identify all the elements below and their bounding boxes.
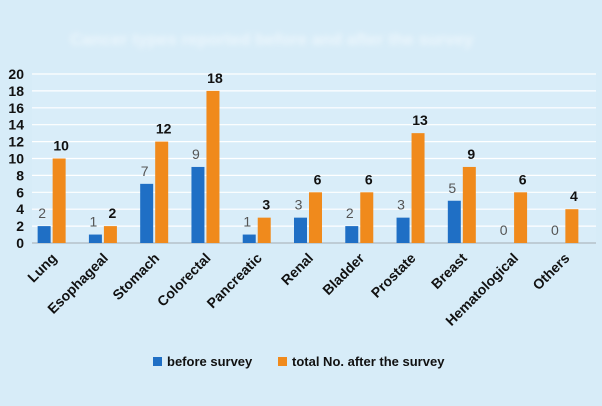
bar-before-bladder bbox=[345, 226, 359, 243]
data-label-before: 5 bbox=[448, 180, 456, 196]
y-tick-label: 8 bbox=[16, 167, 24, 183]
bar-before-pancreatic bbox=[242, 234, 256, 243]
y-tick-label: 0 bbox=[16, 235, 24, 251]
data-label-before: 3 bbox=[397, 197, 405, 213]
y-tick-label: 6 bbox=[16, 184, 24, 200]
y-tick-label: 18 bbox=[8, 83, 24, 99]
data-label-before: 7 bbox=[141, 163, 149, 179]
x-tick-label: Stomach bbox=[109, 250, 162, 303]
bar-before-renal bbox=[294, 217, 307, 243]
legend-swatch-before bbox=[153, 357, 162, 366]
x-tick-label: Bladder bbox=[319, 249, 368, 298]
data-label-after: 3 bbox=[262, 197, 270, 213]
data-label-before: 9 bbox=[192, 146, 200, 162]
data-label-before: 2 bbox=[346, 205, 354, 221]
bar-after-esophageal bbox=[103, 226, 117, 243]
x-tick-label: Breast bbox=[428, 250, 470, 292]
x-tick-label: Prostate bbox=[368, 250, 419, 301]
chart-title: Cancer types reported before and after t… bbox=[70, 30, 474, 49]
legend-label-after: total No. after the survey bbox=[292, 354, 445, 369]
y-tick-label: 2 bbox=[16, 218, 24, 234]
data-label-before: 1 bbox=[243, 214, 251, 230]
data-label-before: 2 bbox=[38, 205, 46, 221]
bar-after-colorectal bbox=[206, 90, 220, 244]
data-label-after: 2 bbox=[109, 205, 117, 221]
data-label-after: 4 bbox=[570, 188, 578, 204]
bar-after-hematological bbox=[514, 192, 528, 243]
bar-before-esophageal bbox=[88, 234, 102, 243]
bar-after-breast bbox=[462, 166, 476, 243]
bar-after-renal bbox=[309, 192, 322, 243]
bar-before-lung bbox=[37, 226, 51, 243]
data-label-after: 10 bbox=[53, 138, 69, 154]
y-tick-label: 20 bbox=[8, 66, 24, 82]
data-label-before: 0 bbox=[500, 222, 508, 238]
x-tick-label: Pancreatic bbox=[203, 250, 265, 312]
data-label-after: 9 bbox=[467, 146, 475, 162]
bar-after-stomach bbox=[155, 141, 169, 243]
legend-label-before: before survey bbox=[167, 354, 253, 369]
data-label-after: 13 bbox=[412, 112, 428, 128]
data-label-before: 1 bbox=[90, 214, 98, 230]
y-tick-label: 12 bbox=[8, 134, 24, 150]
bar-before-colorectal bbox=[191, 166, 205, 243]
bar-before-stomach bbox=[140, 183, 154, 243]
bar-after-prostate bbox=[411, 133, 425, 243]
bar-after-bladder bbox=[360, 192, 374, 243]
y-tick-label: 10 bbox=[8, 151, 24, 167]
data-label-before: 0 bbox=[551, 222, 559, 238]
bar-after-others bbox=[565, 209, 579, 243]
data-label-after: 6 bbox=[519, 171, 527, 187]
x-tick-label: Lung bbox=[24, 250, 60, 286]
y-tick-label: 16 bbox=[8, 100, 24, 116]
bar-before-prostate bbox=[396, 217, 410, 243]
bar-after-pancreatic bbox=[257, 217, 271, 243]
data-label-after: 6 bbox=[365, 171, 373, 187]
y-tick-label: 4 bbox=[16, 201, 24, 217]
x-tick-label: Renal bbox=[278, 250, 316, 288]
data-label-after: 18 bbox=[207, 70, 223, 86]
legend-swatch-after bbox=[278, 357, 287, 366]
data-label-after: 12 bbox=[156, 121, 172, 137]
data-label-before: 3 bbox=[295, 197, 303, 213]
data-label-after: 6 bbox=[314, 171, 322, 187]
bar-after-lung bbox=[52, 158, 66, 243]
x-tick-label: Others bbox=[529, 250, 572, 293]
bar-before-breast bbox=[447, 200, 461, 243]
y-tick-label: 14 bbox=[8, 117, 24, 133]
